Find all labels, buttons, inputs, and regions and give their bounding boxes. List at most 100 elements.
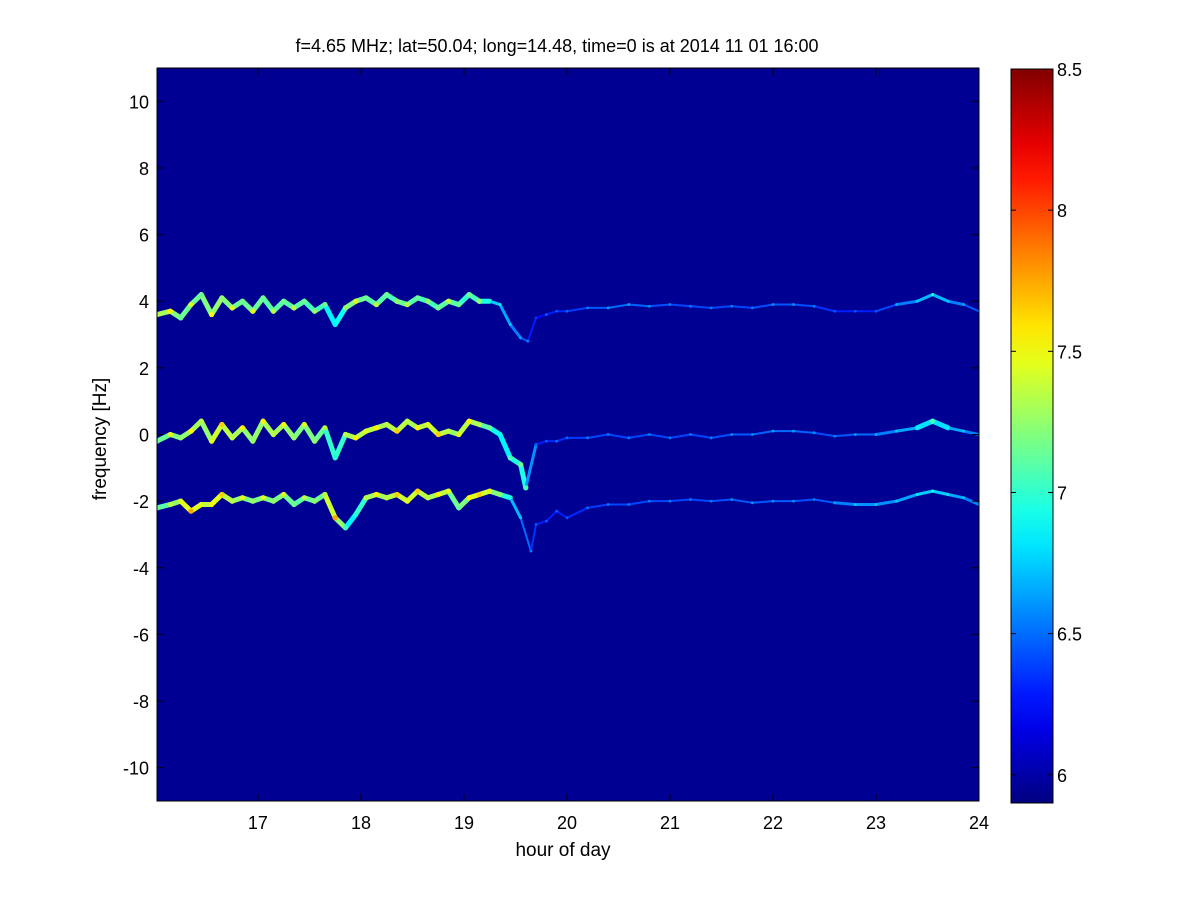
trace-segment [332, 432, 349, 461]
trace-segment [668, 303, 692, 308]
trace-segment [710, 305, 733, 309]
trace-segment [668, 498, 692, 503]
trace-segment [219, 422, 235, 441]
trace-point [668, 303, 672, 306]
trace-point [853, 503, 857, 506]
trace-segment [508, 496, 523, 520]
trace-point [647, 433, 651, 436]
trace-segment [301, 422, 318, 444]
trace-segment [627, 303, 651, 308]
trace-segment [250, 418, 266, 444]
trace-segment [813, 305, 836, 313]
trace-point [291, 305, 297, 311]
trace-segment [962, 303, 979, 313]
trace-segment [508, 323, 523, 340]
x-tick-label: 18 [351, 813, 371, 833]
trace-point [529, 549, 533, 553]
trace-point [895, 303, 898, 306]
trace-segment [930, 418, 951, 431]
trace-point [874, 433, 878, 436]
x-tick-label: 22 [763, 813, 783, 833]
trace-segment [526, 316, 538, 343]
y-tick-label: 6 [139, 226, 149, 246]
trace-point [689, 433, 692, 436]
trace-segment [518, 461, 529, 491]
trace-point [555, 509, 559, 513]
trace-segment [209, 295, 225, 318]
trace-segment [198, 418, 215, 444]
trace-point [534, 443, 538, 446]
trace-point [363, 495, 369, 501]
trace-segment [813, 431, 836, 438]
trace-segment [962, 496, 979, 506]
trace-point [606, 433, 610, 436]
trace-point [466, 291, 472, 298]
trace-point [188, 428, 194, 434]
trace-segment [895, 299, 919, 307]
trace-segment [668, 433, 692, 439]
trace-segment [751, 500, 774, 504]
colorbar-tick-label: 7 [1057, 483, 1067, 503]
trace-point [962, 496, 965, 500]
trace-segment [792, 498, 816, 503]
trace-point [208, 501, 215, 508]
trace-segment [198, 292, 215, 318]
trace-point [415, 488, 421, 494]
trace-point [157, 311, 160, 318]
trace-point [435, 305, 441, 311]
trace-segment [895, 492, 919, 503]
trace-segment [689, 433, 713, 439]
y-axis-label: frequency [Hz] [90, 378, 111, 501]
x-tick-label: 20 [557, 813, 577, 833]
trace-point [260, 295, 266, 301]
trace-point [853, 309, 857, 313]
trace-point [962, 303, 965, 306]
trace-segment [946, 299, 966, 307]
trace-segment [931, 489, 950, 496]
trace-segment [915, 293, 935, 303]
colorbar-tick-label: 6 [1057, 766, 1067, 786]
trace-segment [178, 302, 194, 321]
y-tick-label: 0 [139, 426, 149, 446]
trace-point [874, 503, 878, 506]
trace-point [519, 336, 523, 340]
trace-point [668, 436, 672, 440]
trace-segment [488, 299, 502, 307]
trace-point [466, 418, 472, 424]
trace-point [534, 523, 538, 526]
trace-point [456, 505, 462, 511]
trace-point [812, 304, 816, 308]
trace-segment [281, 422, 297, 441]
trace-point [198, 291, 204, 298]
trace-point [812, 431, 816, 435]
trace-point [750, 433, 754, 436]
trace-point [771, 499, 775, 503]
trace-point [425, 495, 431, 501]
trace-segment [710, 433, 733, 439]
trace-point [508, 496, 512, 500]
trace-segment [535, 520, 548, 526]
trace-point [930, 418, 936, 424]
trace-point [647, 304, 651, 308]
x-tick-label: 17 [248, 813, 268, 833]
trace-segment [874, 429, 899, 436]
trace-2 [157, 488, 979, 553]
trace-point [606, 503, 610, 506]
colorbar-tick-label: 8 [1057, 201, 1067, 221]
trace-point [466, 495, 472, 501]
trace-segment [813, 498, 836, 504]
trace-point [373, 425, 380, 431]
trace-point [606, 306, 610, 310]
trace-point [342, 305, 349, 311]
trace-segment [260, 418, 276, 437]
trace-point [301, 421, 307, 428]
trace-point [404, 418, 410, 424]
trace-point [771, 429, 775, 433]
trace-point [497, 491, 503, 498]
trace-point [853, 433, 857, 436]
trace-point [291, 501, 297, 508]
trace-point [219, 491, 225, 498]
trace-segment [260, 295, 276, 314]
trace-point [250, 308, 256, 314]
